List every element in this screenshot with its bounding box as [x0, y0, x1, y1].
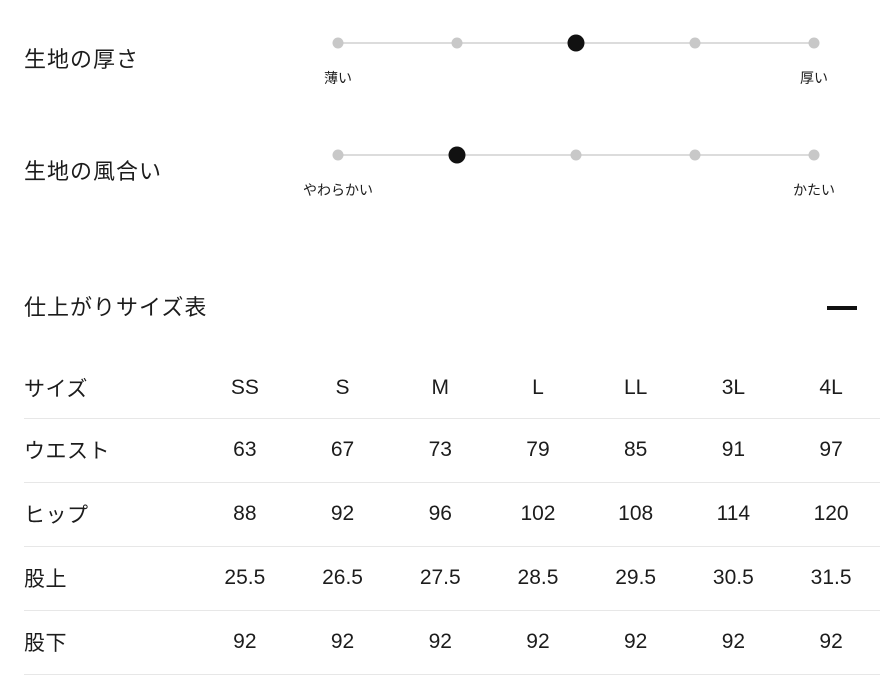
scale-dot [451, 37, 463, 49]
size-value-cell: 85 [586, 418, 685, 483]
scale-dot [808, 37, 820, 49]
size-value-cell: 120 [782, 482, 880, 547]
size-table-body: ウエスト 63 67 73 79 85 91 97 ヒップ 88 92 96 102 108 114 120 股… [24, 418, 880, 675]
table-row: 股上 25.5 26.5 27.5 28.5 29.5 30.5 31.5 [24, 546, 880, 611]
size-value-cell: 92 [196, 610, 294, 675]
size-value-cell: 67 [293, 418, 392, 483]
scale-dot [808, 149, 820, 161]
minus-icon [827, 306, 857, 310]
size-value-cell: 92 [293, 610, 392, 675]
size-value-cell: 26.5 [293, 546, 392, 611]
size-section-header[interactable]: 仕上がりサイズ表 [0, 280, 896, 336]
row-label: 股下 [24, 610, 196, 675]
size-column-title: サイズ [24, 358, 196, 419]
size-column-L: L [489, 358, 587, 419]
table-row: ウエスト 63 67 73 79 85 91 97 [24, 418, 880, 483]
size-table-container: サイズ SS S M L LL 3L 4L ウエスト 63 67 73 79 85 91 97 ヒップ 88 92… [24, 358, 880, 675]
table-row: 股下 92 92 92 92 92 92 92 [24, 610, 880, 675]
scale-max-label: 厚い [800, 70, 828, 86]
scale-max-label: かたい [793, 182, 835, 198]
row-label: ヒップ [24, 482, 196, 547]
size-value-cell: 28.5 [489, 546, 587, 611]
size-value-cell: 63 [196, 418, 294, 483]
size-value-cell: 31.5 [782, 546, 880, 611]
scale-min-label: やわらかい [303, 182, 373, 198]
size-column-3L: 3L [684, 358, 783, 419]
size-value-cell: 29.5 [586, 546, 685, 611]
size-column-4L: 4L [782, 358, 880, 419]
size-value-cell: 88 [196, 482, 294, 547]
size-value-cell: 25.5 [196, 546, 294, 611]
size-value-cell: 73 [391, 418, 490, 483]
size-column-S: S [293, 358, 392, 419]
fabric-texture-row: 生地の風合い やわらかい かたい [0, 112, 896, 222]
size-value-cell: 92 [782, 610, 880, 675]
size-table-head: サイズ SS S M L LL 3L 4L [24, 358, 880, 419]
size-column-M: M [391, 358, 490, 419]
size-column-LL: LL [586, 358, 685, 419]
size-table-header-row: サイズ SS S M L LL 3L 4L [24, 358, 880, 419]
size-value-cell: 92 [489, 610, 587, 675]
size-value-cell: 92 [391, 610, 490, 675]
size-value-cell: 97 [782, 418, 880, 483]
size-value-cell: 96 [391, 482, 490, 547]
size-value-cell: 91 [684, 418, 783, 483]
scale-dot [332, 149, 344, 161]
fabric-texture-label: 生地の風合い [24, 159, 163, 184]
scale-dot [570, 149, 582, 161]
row-label: 股上 [24, 546, 196, 611]
size-value-cell: 108 [586, 482, 685, 547]
fabric-thickness-row: 生地の厚さ 薄い 厚い [0, 0, 896, 110]
size-value-cell: 79 [489, 418, 587, 483]
row-label: ウエスト [24, 418, 196, 483]
size-value-cell: 92 [586, 610, 685, 675]
fabric-thickness-label: 生地の厚さ [24, 47, 140, 72]
scale-dot [332, 37, 344, 49]
scale-dot-selected [567, 34, 585, 52]
scale-dot [689, 37, 701, 49]
size-table: サイズ SS S M L LL 3L 4L ウエスト 63 67 73 79 85 91 97 ヒップ 88 92… [24, 358, 880, 675]
size-value-cell: 92 [684, 610, 783, 675]
scale-dot [689, 149, 701, 161]
size-section-title: 仕上がりサイズ表 [24, 295, 208, 320]
size-column-SS: SS [196, 358, 294, 419]
size-value-cell: 30.5 [684, 546, 783, 611]
scale-dot-selected [448, 146, 466, 164]
size-value-cell: 102 [489, 482, 587, 547]
collapse-section-button[interactable] [818, 290, 866, 326]
scale-min-label: 薄い [324, 70, 352, 86]
table-row: ヒップ 88 92 96 102 108 114 120 [24, 482, 880, 547]
size-value-cell: 114 [684, 482, 783, 547]
size-value-cell: 27.5 [391, 546, 490, 611]
size-value-cell: 92 [293, 482, 392, 547]
